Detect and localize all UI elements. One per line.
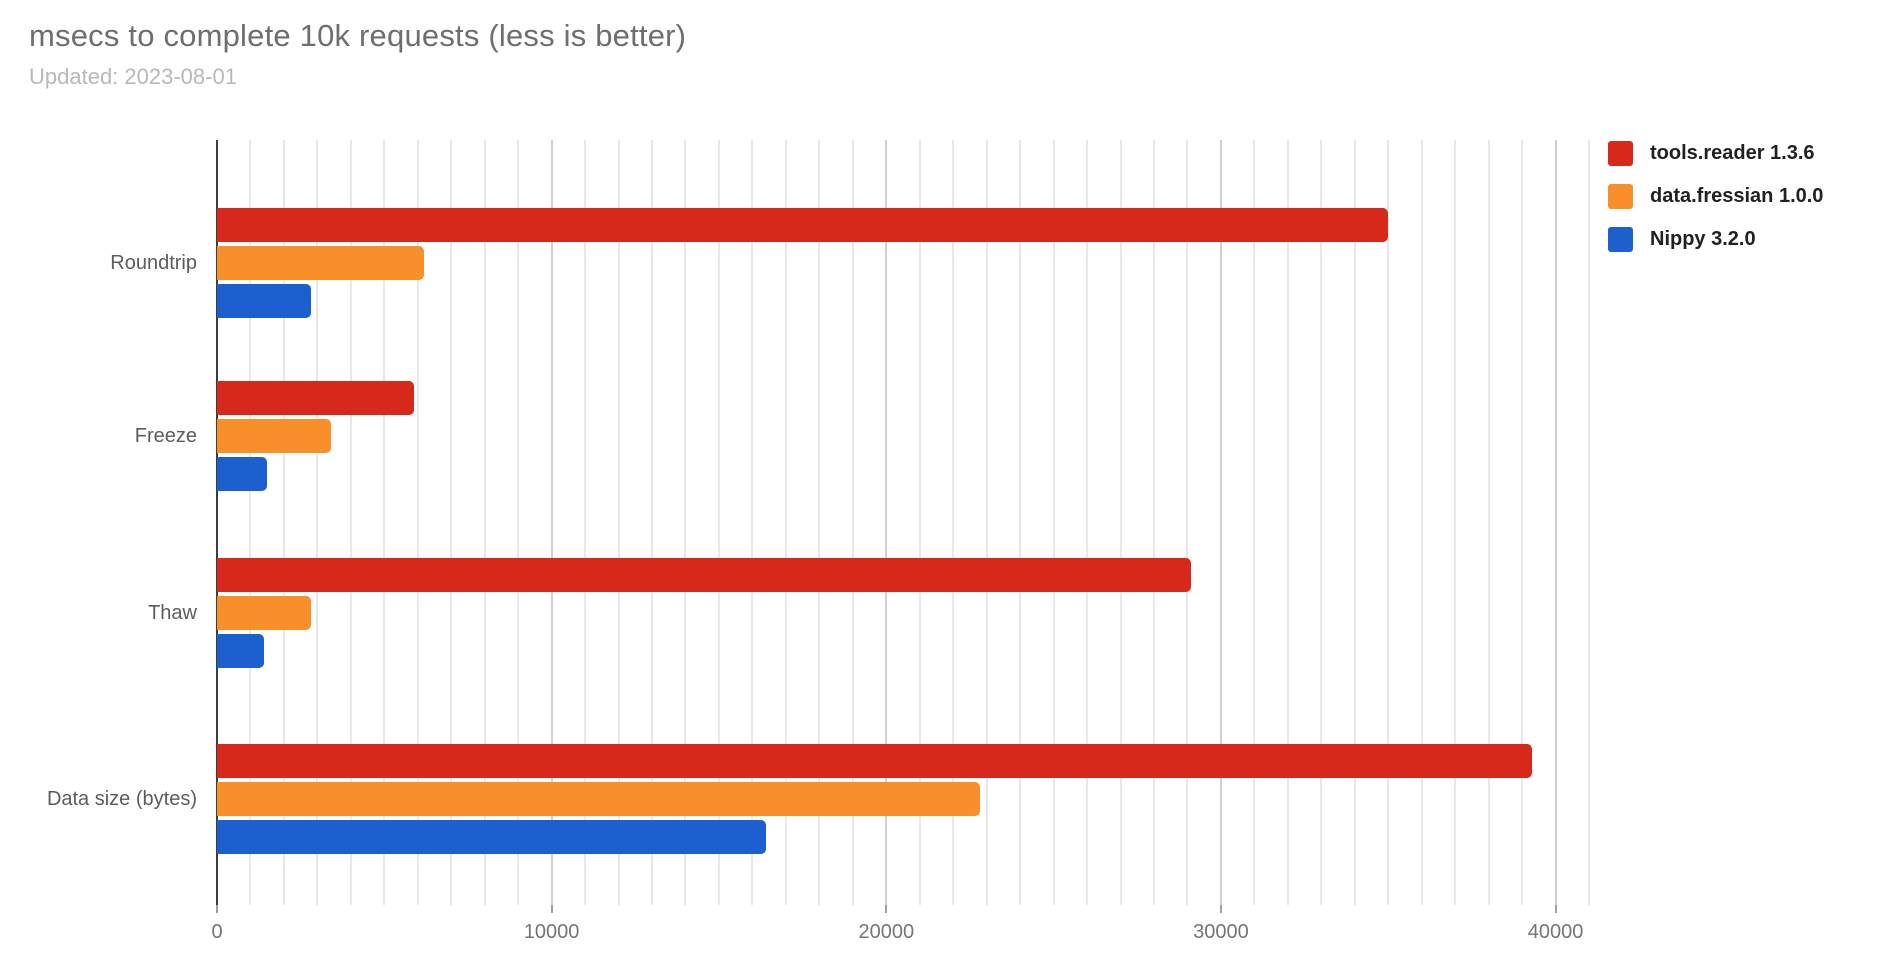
tick-mark	[1219, 905, 1222, 913]
minor-gridline	[1353, 140, 1356, 905]
minor-gridline	[952, 140, 955, 905]
minor-gridline	[717, 140, 720, 905]
chart-subtitle: Updated: 2023-08-01	[29, 64, 237, 89]
minor-gridline	[517, 140, 520, 905]
legend-item: data.fressian 1.0.0	[1608, 184, 1823, 209]
bar[interactable]	[217, 820, 766, 854]
bar[interactable]	[217, 457, 268, 491]
bar-group-freeze	[217, 381, 1589, 495]
bar[interactable]	[217, 782, 980, 816]
zero-axis-line	[216, 140, 218, 912]
minor-gridline	[1387, 140, 1390, 905]
tick-label: 30000	[1193, 921, 1249, 943]
plot-area	[216, 140, 1590, 912]
minor-gridline	[818, 140, 821, 905]
minor-gridline	[751, 140, 754, 905]
category-label: Thaw	[148, 602, 197, 624]
tick-mark	[550, 905, 553, 913]
minor-gridline	[617, 140, 620, 905]
minor-gridline	[1454, 140, 1457, 905]
legend-item: Nippy 3.2.0	[1608, 227, 1823, 252]
major-gridline	[885, 140, 888, 905]
major-gridline	[1554, 140, 1557, 905]
tick-label: 0	[211, 921, 223, 943]
minor-gridline	[1086, 140, 1089, 905]
legend-item: tools.reader 1.3.6	[1608, 141, 1823, 166]
bar[interactable]	[217, 381, 415, 415]
legend-label: data.fressian 1.0.0	[1650, 185, 1824, 207]
category-label: Data size (bytes)	[46, 788, 197, 810]
minor-gridline	[584, 140, 587, 905]
tick-label: 10000	[523, 921, 580, 943]
bar[interactable]	[217, 208, 1389, 242]
minor-gridline	[416, 140, 419, 905]
minor-gridline	[1320, 140, 1323, 905]
minor-gridline	[450, 140, 453, 905]
minor-gridline	[1487, 140, 1490, 905]
minor-gridline	[985, 140, 988, 905]
minor-gridline	[1186, 140, 1189, 905]
minor-gridline	[249, 140, 252, 905]
minor-gridline	[918, 140, 921, 905]
major-gridline	[550, 140, 553, 905]
minor-gridline	[1588, 140, 1590, 905]
minor-gridline	[651, 140, 654, 905]
major-gridline	[1219, 140, 1222, 905]
tick-label: 40000	[1527, 921, 1584, 943]
category-label: Freeze	[134, 425, 197, 447]
legend-swatch	[1608, 184, 1633, 209]
minor-gridline	[282, 140, 285, 905]
bar-group-data-size-bytes-	[217, 744, 1589, 858]
bar[interactable]	[217, 596, 311, 630]
minor-gridline	[1253, 140, 1256, 905]
minor-gridline	[349, 140, 352, 905]
tick-label: 20000	[858, 921, 915, 943]
tick-mark	[1554, 905, 1557, 913]
bar[interactable]	[217, 246, 425, 280]
minor-gridline	[1052, 140, 1055, 905]
bar[interactable]	[217, 744, 1533, 778]
minor-gridline	[1420, 140, 1423, 905]
minor-gridline	[383, 140, 386, 905]
legend-label: Nippy 3.2.0	[1650, 228, 1756, 250]
bar[interactable]	[217, 419, 331, 453]
minor-gridline	[316, 140, 319, 905]
bar[interactable]	[217, 558, 1191, 592]
minor-gridline	[1286, 140, 1289, 905]
legend-swatch	[1608, 227, 1633, 252]
minor-gridline	[851, 140, 854, 905]
category-label: Roundtrip	[110, 252, 197, 274]
chart-title: msecs to complete 10k requests (less is …	[29, 18, 687, 53]
tick-mark	[216, 905, 218, 913]
legend: tools.reader 1.3.6 data.fressian 1.0.0 Nip…	[1608, 141, 1823, 270]
bar-group-roundtrip	[217, 208, 1589, 322]
minor-gridline	[1119, 140, 1122, 905]
bar[interactable]	[217, 634, 264, 668]
minor-gridline	[1152, 140, 1155, 905]
tick-mark	[885, 905, 888, 913]
minor-gridline	[784, 140, 787, 905]
minor-gridline	[1521, 140, 1524, 905]
bar[interactable]	[217, 284, 311, 318]
minor-gridline	[1019, 140, 1022, 905]
legend-label: tools.reader 1.3.6	[1650, 142, 1815, 164]
legend-swatch	[1608, 141, 1633, 166]
bar-group-thaw	[217, 558, 1589, 672]
minor-gridline	[483, 140, 486, 905]
minor-gridline	[684, 140, 687, 905]
